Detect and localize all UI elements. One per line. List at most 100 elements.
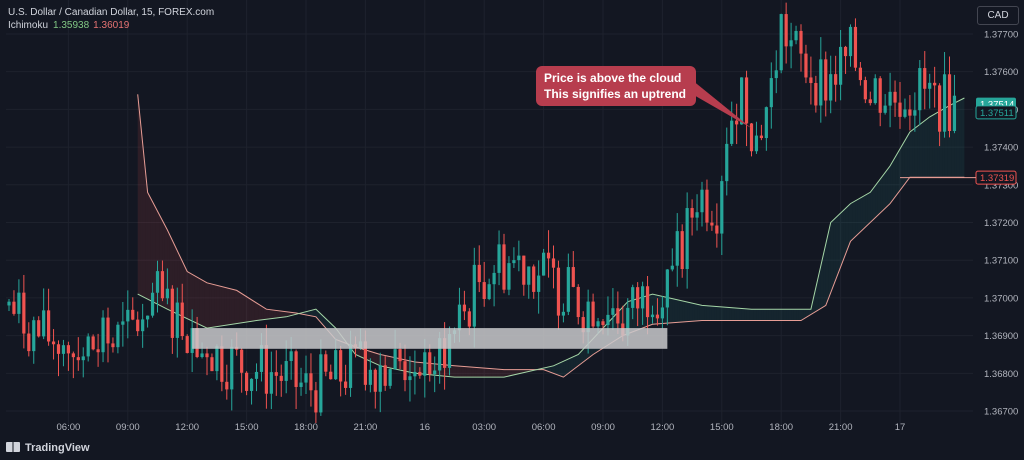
cloud-segment (506, 369, 509, 377)
cloud-segment (357, 347, 361, 357)
candle-body (344, 381, 348, 388)
cloud-segment (261, 306, 264, 320)
candle-body (284, 361, 288, 381)
cloud-segment (476, 367, 480, 378)
cloud-segment (491, 368, 495, 378)
cloud-segment (570, 356, 574, 372)
cloud-segment (761, 309, 764, 321)
candle-body (848, 26, 853, 57)
cloud-segment (798, 309, 801, 321)
candle-body (789, 40, 793, 47)
cloud-segment (714, 306, 717, 321)
candle-body (86, 336, 90, 357)
cloud-segment (739, 308, 742, 321)
cloud-segment (573, 355, 576, 370)
candle-body (517, 255, 521, 261)
cloud-segment (323, 316, 326, 329)
cloud-segment (226, 287, 230, 326)
candle-body (883, 105, 887, 113)
currency-button[interactable]: CAD (977, 6, 1019, 25)
candle-body (596, 321, 600, 327)
price-tick-label: 1.37200 (984, 218, 1018, 229)
cloud-segment (481, 367, 485, 378)
candle-body (537, 275, 541, 292)
cloud-segment (716, 306, 720, 321)
cloud-segment (793, 309, 797, 321)
cloud-segment (263, 307, 267, 320)
cloud-segment (456, 365, 460, 378)
candle-body (47, 310, 51, 342)
candle-body (502, 244, 506, 290)
indicator-legend[interactable]: Ichimoku 1.35938 1.36019 (8, 20, 129, 31)
tradingview-branding[interactable]: TradingView (6, 442, 90, 454)
candle-body (947, 74, 952, 132)
cloud-segment (499, 369, 502, 378)
candle-body (740, 77, 744, 125)
cloud-segment (385, 355, 388, 368)
cloud-segment (568, 357, 571, 374)
candle-body (299, 382, 303, 387)
candle-body (784, 14, 788, 47)
candle-body (858, 67, 862, 81)
candle-body (522, 255, 526, 285)
candle-body (106, 317, 110, 344)
candle-body (408, 376, 412, 381)
candle-body (779, 14, 783, 71)
cloud-segment (239, 291, 242, 324)
cloud-segment (768, 309, 772, 321)
candle-body (314, 390, 318, 413)
cloud-segment (850, 202, 853, 242)
candle-body (769, 78, 773, 108)
cloud-segment (249, 298, 252, 322)
cloud-segment (687, 302, 690, 322)
cloud-segment (380, 354, 383, 367)
candle-body (373, 369, 377, 392)
candle-body (279, 375, 283, 381)
candle-body (581, 317, 585, 333)
candle-body (141, 319, 145, 332)
time-tick-label: 09:00 (116, 422, 140, 433)
indicator-value-2: 1.36019 (93, 20, 130, 31)
cloud-segment (758, 309, 762, 321)
candle-body (933, 82, 937, 86)
cloud-segment (961, 98, 965, 178)
cloud-segment (724, 307, 727, 321)
cloud-segment (848, 203, 851, 248)
cloud-segment (313, 309, 316, 317)
candle-body (180, 302, 184, 337)
annotation-callout[interactable]: Price is above the cloud This signifies … (536, 66, 696, 106)
candle-body (413, 371, 417, 377)
cloud-segment (650, 294, 653, 326)
candle-body (725, 143, 729, 182)
cloud-segment (828, 222, 831, 300)
cloud-segment (845, 205, 849, 255)
cloud-segment (273, 310, 277, 319)
price-tick-label: 1.37000 (984, 293, 1018, 304)
time-tick-label: 16 (420, 422, 431, 433)
cloud-segment (501, 369, 504, 378)
cloud-segment (194, 275, 198, 324)
candle-body (363, 341, 367, 385)
cloud-segment (414, 362, 418, 374)
cloud-segment (224, 287, 227, 326)
cloud-segment (840, 210, 844, 267)
candle-body (655, 314, 660, 319)
cloud-segment (919, 122, 923, 178)
candle-body (66, 345, 70, 354)
cloud-segment (479, 367, 482, 378)
candle-body (720, 181, 724, 234)
candle-body (230, 346, 234, 390)
cloud-segment (833, 217, 836, 287)
cloud-segment (578, 351, 581, 366)
cloud-segment (914, 126, 918, 178)
candle-body (17, 292, 21, 314)
candle-body (551, 258, 556, 268)
cloud-segment (461, 366, 465, 378)
candle-body (744, 77, 749, 124)
candle-body (289, 351, 293, 362)
candle-body (309, 373, 313, 391)
cloud-segment (731, 307, 735, 321)
cloud-segment (407, 360, 410, 373)
candle-body (249, 378, 254, 391)
